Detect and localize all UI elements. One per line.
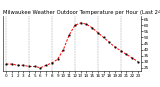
- Text: Milwaukee Weather Outdoor Temperature per Hour (Last 24 Hours): Milwaukee Weather Outdoor Temperature pe…: [3, 10, 160, 15]
